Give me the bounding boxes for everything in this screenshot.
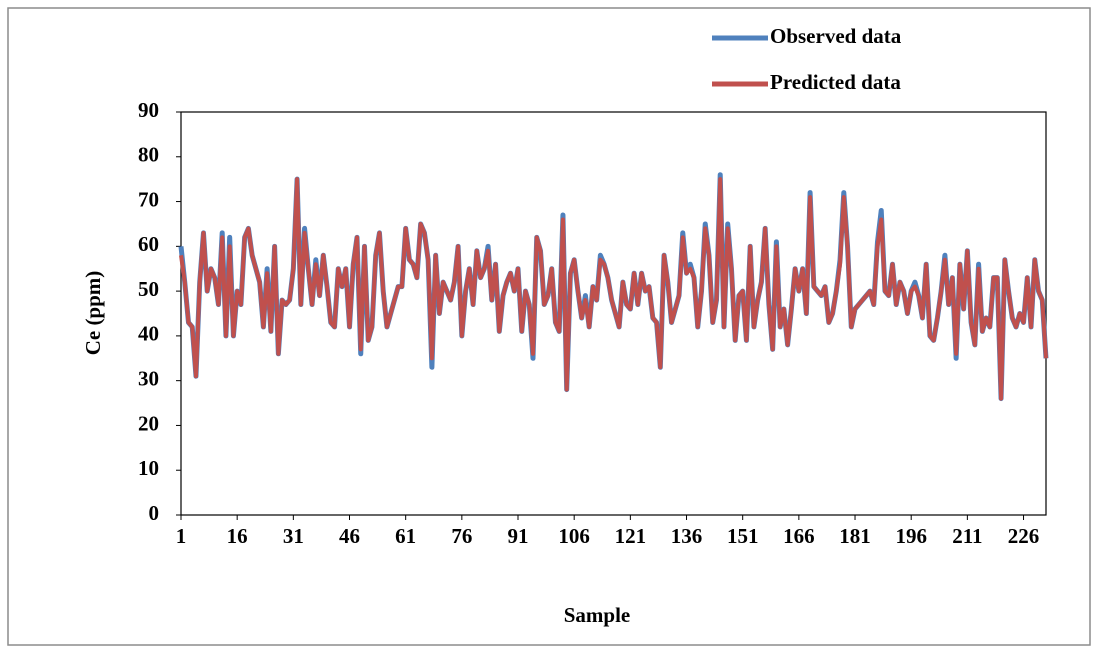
y-tick-label: 60 bbox=[138, 232, 159, 256]
y-axis-title: Ce (ppm) bbox=[81, 271, 105, 356]
y-tick-label: 10 bbox=[138, 456, 159, 480]
y-tick-label: 50 bbox=[138, 277, 159, 301]
x-tick-label: 91 bbox=[508, 524, 529, 548]
x-tick-label: 151 bbox=[727, 524, 759, 548]
x-tick-label: 136 bbox=[671, 524, 703, 548]
data-line bbox=[179, 177, 1048, 401]
legend-label: Predicted data bbox=[770, 70, 901, 94]
x-tick-label: 31 bbox=[283, 524, 304, 548]
x-tick-label: 226 bbox=[1008, 524, 1040, 548]
x-tick-label: 196 bbox=[895, 524, 927, 548]
x-tick-label: 166 bbox=[783, 524, 815, 548]
y-tick-label: 80 bbox=[138, 143, 159, 167]
x-tick-label: 181 bbox=[839, 524, 871, 548]
y-tick-label: 30 bbox=[138, 366, 159, 390]
y-tick-label: 90 bbox=[138, 98, 159, 122]
x-axis-title: Sample bbox=[564, 603, 631, 627]
x-tick-label: 211 bbox=[952, 524, 982, 548]
y-tick-label: 20 bbox=[138, 411, 159, 435]
legend-label: Observed data bbox=[770, 24, 902, 48]
x-tick-label: 106 bbox=[558, 524, 590, 548]
x-tick-label: 61 bbox=[395, 524, 416, 548]
x-tick-label: 46 bbox=[339, 524, 360, 548]
x-tick-label: 16 bbox=[227, 524, 248, 548]
x-tick-label: 76 bbox=[451, 524, 472, 548]
y-tick-label: 40 bbox=[138, 322, 159, 346]
x-tick-label: 121 bbox=[615, 524, 647, 548]
x-tick-label: 1 bbox=[176, 524, 187, 548]
y-tick-label: 70 bbox=[138, 187, 159, 211]
y-tick-label: 0 bbox=[149, 501, 160, 525]
